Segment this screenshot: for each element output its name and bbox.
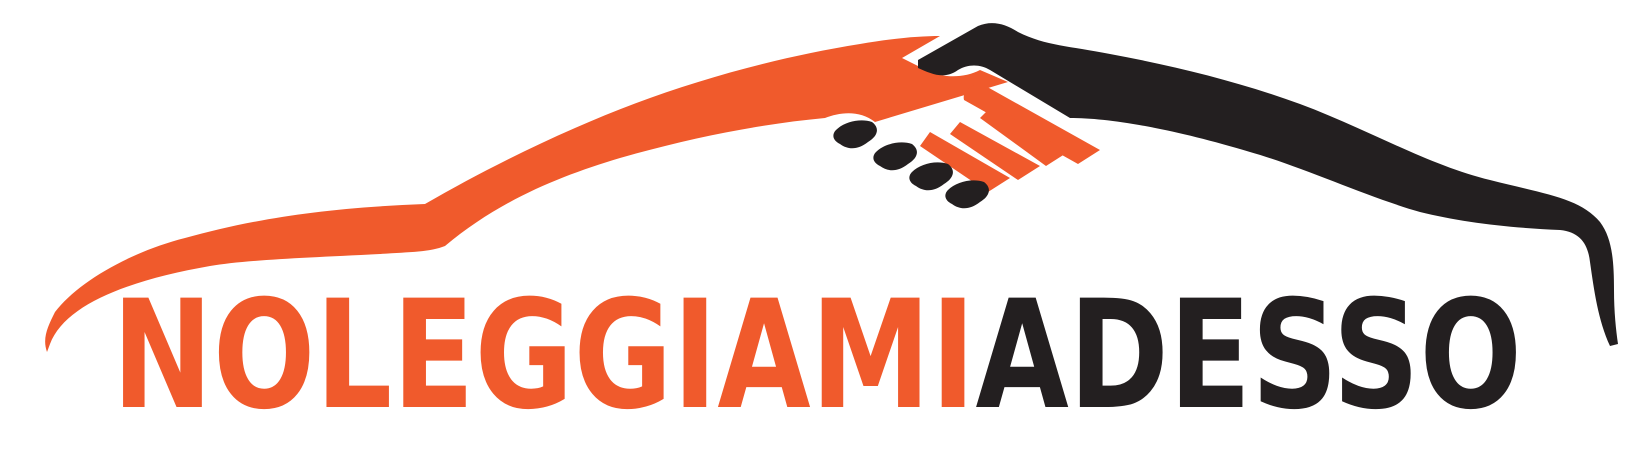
car-silhouette-dark-icon (918, 23, 1618, 346)
car-silhouette-handshake-icon (45, 23, 1618, 352)
car-silhouette-orange-icon (45, 36, 1009, 352)
brand-wordmark: NOLEGGIAMIADESSO (112, 269, 1522, 443)
handshake-fingers-icon (920, 84, 1100, 192)
brand-name-part-2: ADESSO (976, 269, 1522, 443)
handshake-knuckles-icon (833, 120, 989, 209)
brand-name-part-1: NOLEGGIAMI (112, 269, 976, 443)
